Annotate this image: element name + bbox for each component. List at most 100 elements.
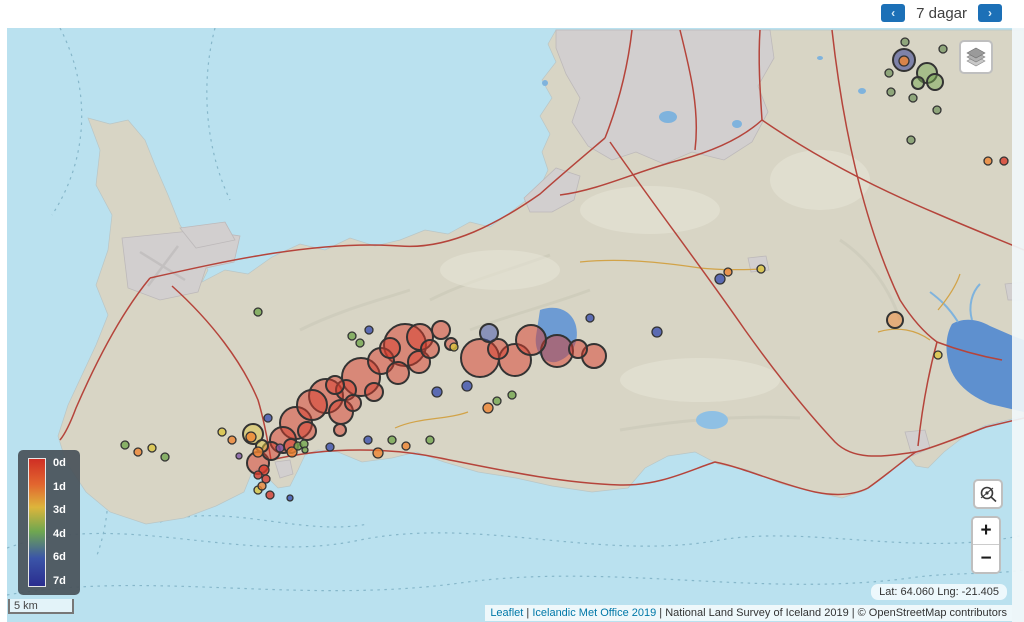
- earthquake-marker[interactable]: [449, 342, 459, 352]
- earthquake-marker[interactable]: [364, 382, 384, 402]
- earthquake-marker[interactable]: [884, 68, 894, 78]
- measure-ruler-icon: [980, 486, 997, 503]
- legend-gradient-bar: [28, 458, 46, 587]
- earthquake-marker[interactable]: [253, 307, 263, 317]
- earthquake-marker[interactable]: [364, 325, 374, 335]
- earthquake-marker[interactable]: [431, 320, 451, 340]
- previous-days-button[interactable]: ‹: [881, 4, 906, 22]
- earthquake-marker[interactable]: [431, 386, 443, 398]
- legend-label-7d: 7d: [53, 574, 66, 587]
- earthquake-marker[interactable]: [420, 339, 440, 359]
- earthquake-marker[interactable]: [379, 337, 401, 359]
- earthquake-marker[interactable]: [286, 494, 294, 502]
- earthquake-marker[interactable]: [756, 264, 766, 274]
- earthquake-marker[interactable]: [372, 447, 384, 459]
- earthquake-marker[interactable]: [568, 339, 588, 359]
- earthquake-marker[interactable]: [301, 446, 309, 454]
- earthquake-marker[interactable]: [487, 338, 509, 360]
- earthquake-marker[interactable]: [265, 490, 275, 500]
- unloaded-tile-strip: [1012, 28, 1024, 622]
- earthquake-marker[interactable]: [257, 481, 267, 491]
- zoom-control: + −: [971, 516, 1001, 574]
- earthquake-marker[interactable]: [401, 441, 411, 451]
- earthquake-marker[interactable]: [886, 311, 904, 329]
- next-days-button[interactable]: ›: [978, 4, 1002, 22]
- earthquake-marker[interactable]: [245, 431, 257, 443]
- earthquake-marker[interactable]: [723, 267, 733, 277]
- map-canvas[interactable]: + − 0d 1d 3d 4d 6d 7d 5 km Lat: 64.060 L…: [7, 28, 1024, 622]
- earthquake-marker[interactable]: [286, 446, 298, 458]
- earthquake-marker[interactable]: [227, 435, 237, 445]
- earthquake-marker[interactable]: [651, 326, 663, 338]
- earthquake-marker[interactable]: [261, 474, 271, 484]
- leaflet-link[interactable]: Leaflet: [490, 607, 524, 619]
- earthquake-marker[interactable]: [386, 361, 410, 385]
- earthquake-marker[interactable]: [938, 44, 948, 54]
- layers-control-button[interactable]: [959, 40, 993, 74]
- earthquake-marker[interactable]: [906, 135, 916, 145]
- earthquake-marker[interactable]: [160, 452, 170, 462]
- imo-link[interactable]: Icelandic Met Office 2019: [532, 607, 657, 619]
- earthquake-marker[interactable]: [999, 156, 1009, 166]
- earthquake-marker[interactable]: [217, 427, 227, 437]
- earthquake-marker[interactable]: [908, 93, 918, 103]
- earthquake-marker[interactable]: [252, 446, 264, 458]
- attribution-separator: |: [523, 607, 533, 619]
- attribution-text: | National Land Survey of Iceland 2019 |…: [656, 607, 1007, 619]
- earthquake-marker[interactable]: [363, 435, 373, 445]
- legend-labels: 0d 1d 3d 4d 6d 7d: [53, 458, 66, 587]
- earthquake-marker[interactable]: [714, 273, 726, 285]
- day-range-control: ‹ 7 dagar ›: [881, 4, 1002, 22]
- legend-label-4d: 4d: [53, 527, 66, 540]
- earthquake-marker[interactable]: [133, 447, 143, 457]
- earthquake-marker[interactable]: [515, 324, 547, 356]
- earthquake-marker[interactable]: [325, 442, 335, 452]
- earthquake-marker[interactable]: [347, 331, 357, 341]
- airport-runways: [139, 245, 186, 287]
- earthquake-marker[interactable]: [355, 338, 365, 348]
- earthquake-marker[interactable]: [911, 76, 925, 90]
- earthquake-marker[interactable]: [932, 105, 942, 115]
- earthquake-marker[interactable]: [492, 396, 502, 406]
- measure-control-button[interactable]: [973, 479, 1003, 509]
- layers-icon: [966, 47, 986, 67]
- earthquake-marker[interactable]: [425, 435, 435, 445]
- earthquake-marker[interactable]: [898, 55, 910, 67]
- zoom-out-button[interactable]: −: [973, 545, 999, 572]
- legend-label-0d: 0d: [53, 457, 66, 469]
- earthquake-marker[interactable]: [333, 423, 347, 437]
- earthquake-marker[interactable]: [479, 323, 499, 343]
- earthquake-marker[interactable]: [933, 350, 943, 360]
- earthquake-marker[interactable]: [344, 394, 362, 412]
- earthquake-marker[interactable]: [585, 313, 595, 323]
- hillshade-highlights: [440, 150, 870, 402]
- earthquake-marker[interactable]: [296, 389, 328, 421]
- day-range-label: 7 dagar: [916, 4, 967, 22]
- earthquake-marker[interactable]: [120, 440, 130, 450]
- earthquake-marker[interactable]: [147, 443, 157, 453]
- earthquake-marker[interactable]: [926, 73, 944, 91]
- earthquake-marker[interactable]: [461, 380, 473, 392]
- earthquake-marker[interactable]: [387, 435, 397, 445]
- lakes: [535, 56, 1024, 429]
- earthquake-marker[interactable]: [983, 156, 993, 166]
- scale-bar: 5 km: [8, 599, 74, 614]
- zoom-in-button[interactable]: +: [973, 518, 999, 545]
- earthquake-marker[interactable]: [297, 421, 317, 441]
- earthquake-marker[interactable]: [886, 87, 896, 97]
- earthquake-marker[interactable]: [275, 443, 285, 453]
- earthquake-marker[interactable]: [900, 37, 910, 47]
- main-roads: [59, 29, 1024, 496]
- earthquake-marker[interactable]: [263, 413, 273, 423]
- earthquake-marker[interactable]: [325, 375, 345, 395]
- legend-label-3d: 3d: [53, 504, 66, 517]
- basemap-svg: [7, 28, 1024, 622]
- top-bar: ‹ 7 dagar ›: [0, 0, 1024, 28]
- earthquake-marker[interactable]: [235, 452, 243, 460]
- earthquake-marker[interactable]: [507, 390, 517, 400]
- earthquake-marker[interactable]: [253, 470, 263, 480]
- coordinates-readout: Lat: 64.060 Lng: -21.405: [871, 584, 1007, 600]
- earthquake-marker[interactable]: [482, 402, 494, 414]
- earthquake-markers-layer: [120, 37, 1009, 502]
